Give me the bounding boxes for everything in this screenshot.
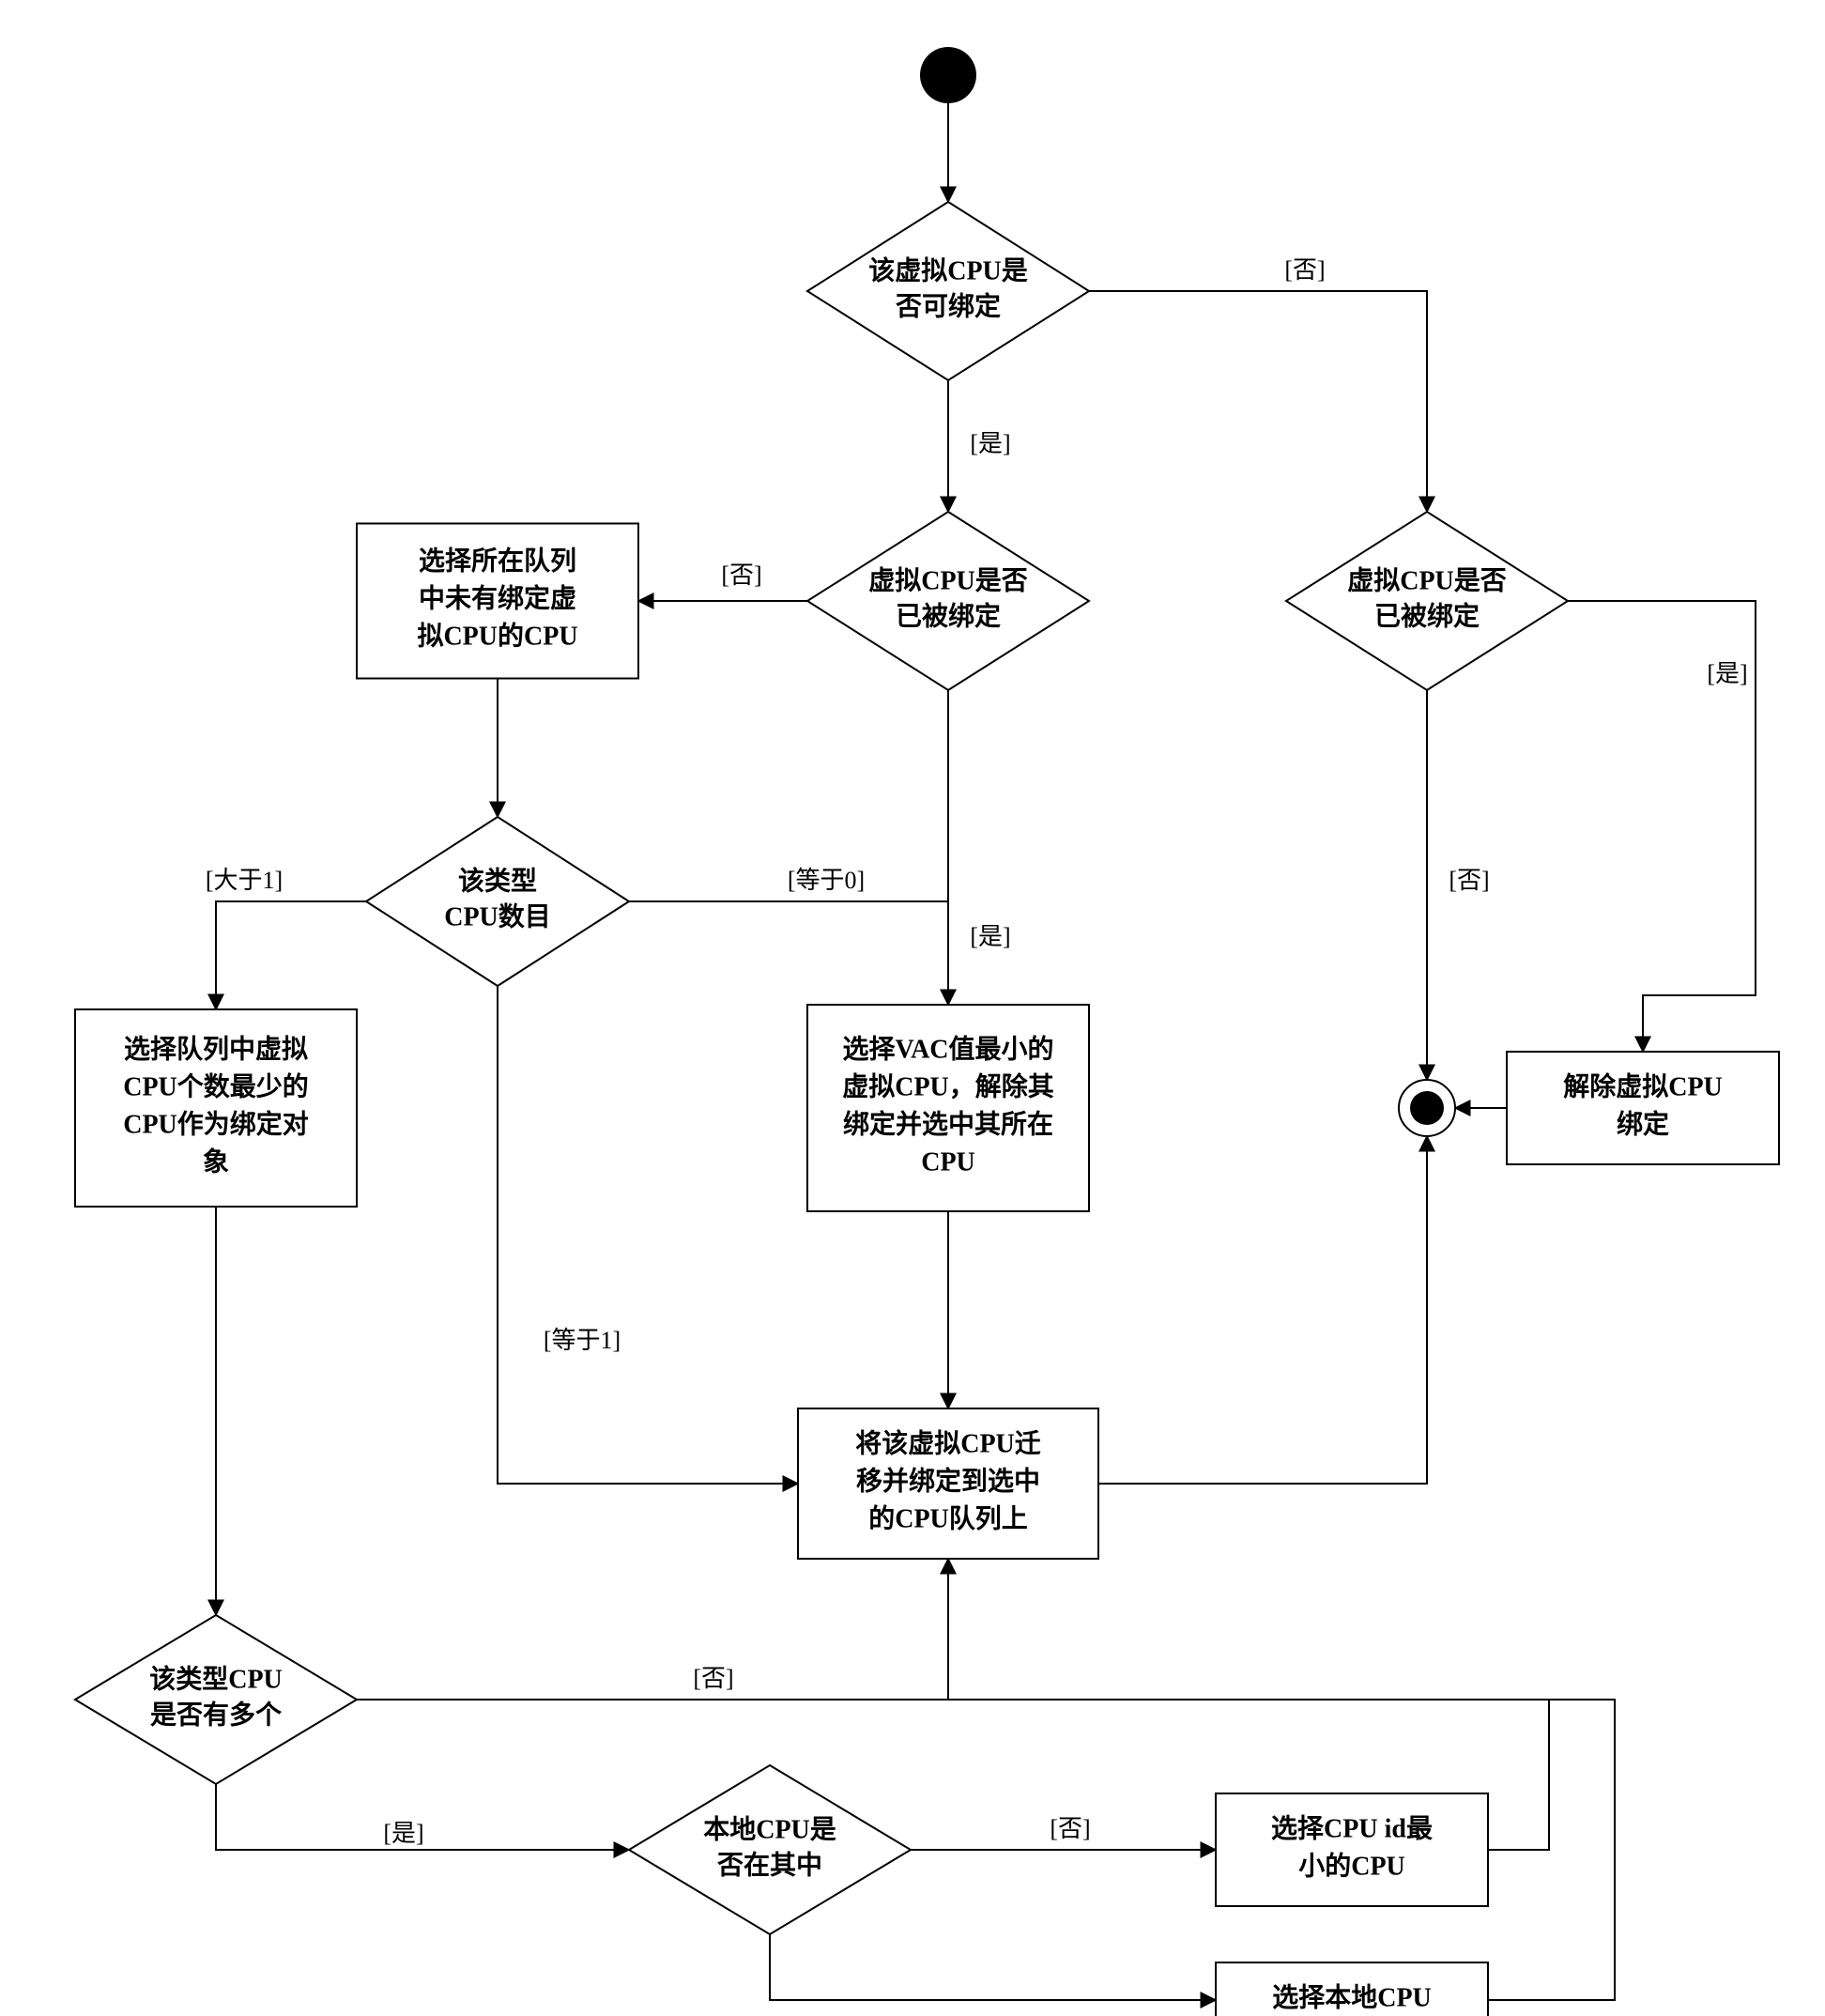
decision-diamond — [75, 1615, 357, 1784]
flow-edge — [498, 1408, 798, 1484]
edge-label: [等于1] — [544, 1327, 621, 1354]
process-text: 选择本地CPU — [1272, 1982, 1432, 2012]
node-b_minid: 选择CPU id最小的CPU — [1216, 1793, 1488, 1906]
node-d1: 该虚拟CPU是否可绑定 — [807, 202, 1089, 380]
flow-edge — [1089, 291, 1427, 512]
nodes-layer: 该虚拟CPU是否可绑定虚拟CPU是否已被绑定虚拟CPU是否已被绑定选择所在队列中… — [75, 47, 1779, 2016]
decision-text: 该类型 — [458, 865, 537, 896]
edge-label: [否] — [1284, 256, 1325, 284]
decision-diamond — [807, 202, 1089, 380]
process-text: 象 — [203, 1146, 229, 1177]
process-text: 虚拟CPU，解除其 — [842, 1070, 1054, 1101]
process-text: 绑定并选中其所在 — [843, 1108, 1053, 1139]
decision-text: 否可绑定 — [896, 290, 1001, 321]
decision-text: 本地CPU是 — [703, 1814, 836, 1844]
end-node-inner — [1410, 1091, 1444, 1125]
edge-label: [否] — [721, 562, 761, 589]
decision-diamond — [807, 512, 1089, 690]
node-start — [920, 47, 976, 103]
edge-label: [否] — [1050, 1815, 1090, 1842]
node-b_vac: 选择VAC值最小的虚拟CPU，解除其绑定并选中其所在 CPU — [807, 1005, 1089, 1211]
decision-text: 该类型CPU — [149, 1663, 283, 1694]
node-d_count: 该类型 CPU数目 — [366, 817, 629, 986]
flow-edge — [357, 1559, 948, 1700]
edge-label: [否] — [693, 1665, 733, 1692]
process-text: 选择VAC值最小的 — [842, 1033, 1053, 1064]
decision-diamond — [366, 817, 629, 986]
process-text: 移并绑定到选中 — [856, 1465, 1040, 1496]
flow-edge — [770, 1934, 1216, 2000]
process-text: 绑定 — [1617, 1108, 1669, 1139]
decision-text: 否在其中 — [717, 1850, 822, 1880]
flow-edge — [1568, 601, 1756, 714]
node-d_local: 本地CPU是否在其中 — [629, 1765, 911, 1934]
process-text: 选择CPU id最 — [1271, 1813, 1433, 1843]
process-text: 拟CPU的CPU — [417, 620, 577, 651]
decision-text: 虚拟CPU是否 — [868, 565, 1028, 595]
node-end — [1399, 1080, 1455, 1136]
node-d_multi: 该类型CPU 是否有多个 — [75, 1615, 357, 1784]
process-text: 选择队列中虚拟 — [124, 1034, 308, 1064]
process-text: CPU个数最少的 — [123, 1070, 309, 1101]
decision-text: 是否有多个 — [150, 1700, 283, 1730]
flow-edge — [1643, 714, 1756, 1052]
edge-label: [是] — [383, 1820, 423, 1847]
edge-label: [是] — [970, 430, 1010, 457]
process-text: 选择所在队列 — [419, 546, 576, 576]
process-box — [1507, 1052, 1779, 1164]
decision-text: 已被绑定 — [896, 600, 1001, 631]
node-b_migrate: 将该虚拟CPU迁移并绑定到选中的CPU队列上 — [798, 1408, 1098, 1559]
node-b_local: 选择本地CPU — [1216, 1962, 1488, 2016]
process-text: 的CPU队列上 — [868, 1502, 1028, 1533]
process-text: 将该虚拟CPU迁 — [855, 1427, 1041, 1458]
edge-label: [是] — [1707, 660, 1747, 687]
decision-text: 该虚拟CPU是 — [868, 254, 1028, 285]
process-text: 小的CPU — [1298, 1850, 1405, 1881]
node-d2l: 虚拟CPU是否已被绑定 — [807, 512, 1089, 690]
node-b_sel_unbound: 选择所在队列中未有绑定虚拟CPU的CPU — [357, 524, 638, 679]
node-d2r: 虚拟CPU是否已被绑定 — [1286, 512, 1568, 690]
process-text: 中未有绑定虚 — [419, 582, 576, 613]
process-text: 解除虚拟CPU — [1563, 1070, 1723, 1101]
edge-label: [大于1] — [206, 867, 283, 894]
process-text: CPU作为绑定对 — [123, 1108, 309, 1139]
node-b_least: 选择队列中虚拟 CPU个数最少的 CPU作为绑定对象 — [75, 1009, 357, 1207]
flow-edge — [216, 901, 366, 1009]
node-b_unbind: 解除虚拟CPU 绑定 — [1507, 1052, 1779, 1164]
process-text: CPU — [921, 1147, 975, 1177]
edge-label: [是] — [970, 923, 1010, 950]
process-box — [1216, 1793, 1488, 1906]
start-node — [920, 47, 976, 103]
edge-label: [等于0] — [788, 867, 865, 894]
decision-diamond — [1286, 512, 1568, 690]
edge-label: [否] — [1449, 867, 1489, 894]
decision-text: 已被绑定 — [1374, 600, 1480, 631]
decision-diamond — [629, 1765, 911, 1934]
flow-edge — [1098, 1136, 1427, 1484]
decision-text: 虚拟CPU是否 — [1347, 565, 1507, 595]
decision-text: CPU数目 — [444, 901, 551, 931]
